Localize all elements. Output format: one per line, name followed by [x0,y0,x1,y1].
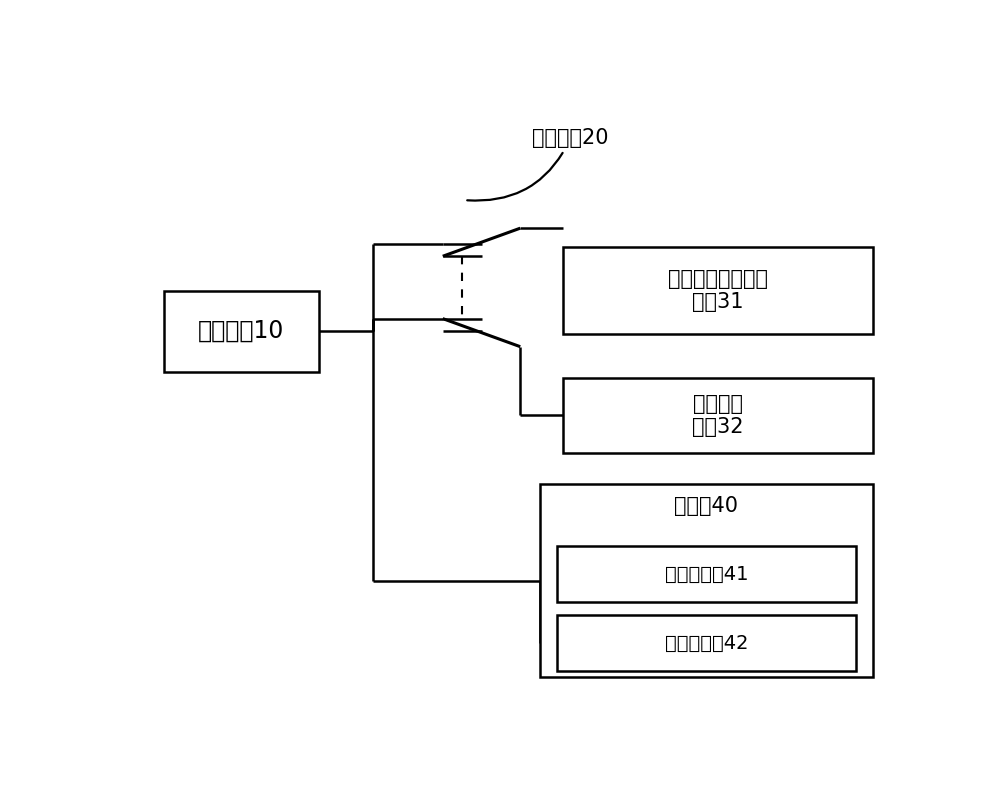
Text: 报警器40: 报警器40 [674,496,738,516]
Text: 报警蜂鸣器41: 报警蜂鸣器41 [665,565,748,584]
Text: 工作电源10: 工作电源10 [198,319,284,343]
Text: 报警指示灯42: 报警指示灯42 [665,633,748,652]
FancyBboxPatch shape [557,615,856,671]
FancyBboxPatch shape [164,291,319,372]
FancyBboxPatch shape [557,546,856,603]
FancyBboxPatch shape [540,484,873,677]
FancyBboxPatch shape [563,247,873,335]
Text: 电梯检修
回路32: 电梯检修 回路32 [692,394,744,437]
Text: 钥匙开关20: 钥匙开关20 [467,128,609,201]
FancyBboxPatch shape [563,377,873,453]
Text: 电梯层门门锁安全
回路31: 电梯层门门锁安全 回路31 [668,269,768,312]
